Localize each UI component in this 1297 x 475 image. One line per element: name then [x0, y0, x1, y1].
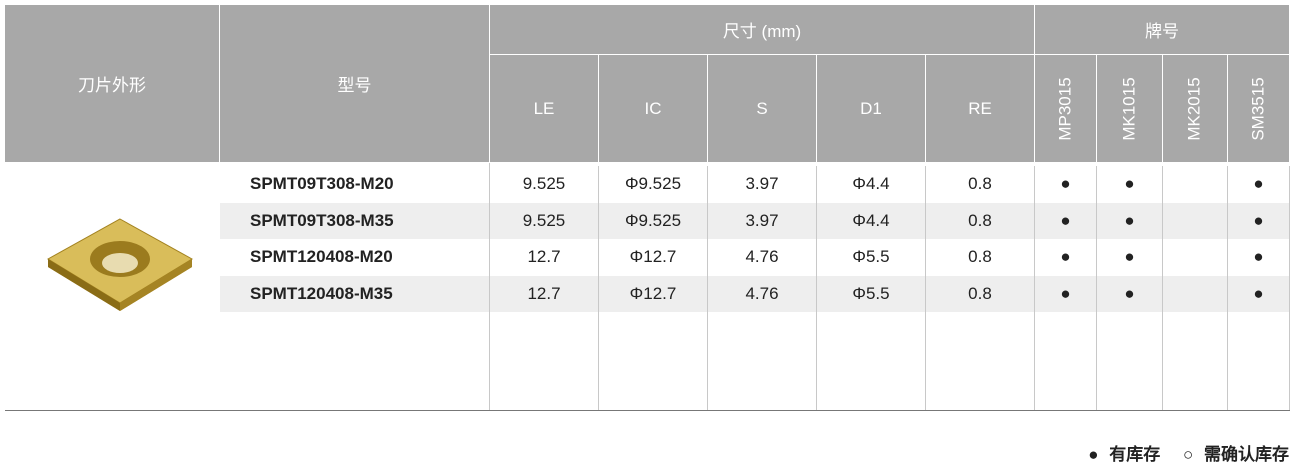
header-cell-text: MK2015 — [1184, 76, 1204, 141]
empty-cell — [708, 312, 817, 410]
header-cell-text: MP3015 — [1055, 76, 1075, 141]
empty-cell — [1097, 312, 1163, 410]
legend-mark: ● — [1088, 445, 1099, 464]
grade-cell: ● — [1228, 239, 1290, 276]
grade-cell: ● — [1035, 275, 1097, 312]
grade-cell — [1163, 166, 1228, 203]
model-cell: SPMT09T308-M35 — [220, 202, 490, 239]
insert-image — [47, 218, 193, 311]
empty-cell — [817, 312, 926, 410]
size-cell: 12.7 — [490, 239, 599, 276]
grade-cell: ● — [1035, 202, 1097, 239]
header-cell: S — [708, 55, 817, 163]
model-cell: SPMT120408-M20 — [250, 247, 393, 267]
size-cell: 4.76 — [708, 275, 817, 312]
size-cell: 0.8 — [926, 202, 1035, 239]
model-cell: SPMT120408-M35 — [220, 275, 490, 312]
model-cell: SPMT09T308-M20 — [250, 174, 394, 194]
grade-cell: ● — [1228, 275, 1290, 312]
header-cell: RE — [926, 55, 1035, 163]
legend-text: 有库存 — [1109, 445, 1161, 464]
legend-text: 需确认库存 — [1204, 445, 1289, 464]
grade-cell: ● — [1097, 166, 1163, 203]
grade-cell: ● — [1228, 166, 1290, 203]
empty-cell — [599, 312, 708, 410]
grade-cell: ● — [1228, 202, 1290, 239]
header-cell: SM3515 — [1228, 55, 1290, 163]
size-cell: 0.8 — [926, 275, 1035, 312]
grade-cell: ● — [1097, 239, 1163, 276]
size-cell: Φ9.525 — [599, 166, 708, 203]
header-cell: 型号 — [220, 5, 490, 163]
size-cell: 0.8 — [926, 239, 1035, 276]
header-cell: IC — [599, 55, 708, 163]
size-cell: 3.97 — [708, 202, 817, 239]
grade-cell: ● — [1035, 166, 1097, 203]
header-cell-text: MK1015 — [1119, 76, 1139, 141]
column-line — [489, 163, 490, 410]
header-cell: LE — [490, 55, 599, 163]
grade-cell — [1163, 202, 1228, 239]
header-cell: MP3015 — [1035, 55, 1097, 163]
size-cell: Φ12.7 — [599, 239, 708, 276]
header-cell: D1 — [817, 55, 926, 163]
size-cell: Φ9.525 — [599, 202, 708, 239]
size-cell: Φ4.4 — [817, 202, 926, 239]
size-cell: 12.7 — [490, 275, 599, 312]
legend: ● 有库存 ○ 需确认库存 — [1082, 440, 1289, 465]
size-cell: Φ4.4 — [817, 166, 926, 203]
size-cell: Φ12.7 — [599, 275, 708, 312]
size-cell: 3.97 — [708, 166, 817, 203]
header-cell-text: SM3515 — [1248, 76, 1268, 141]
size-cell: Φ5.5 — [817, 239, 926, 276]
empty-cell — [1228, 312, 1290, 410]
header-cell: MK2015 — [1163, 55, 1228, 163]
header-group: 尺寸 (mm) — [490, 5, 1035, 55]
size-cell: 9.525 — [490, 166, 599, 203]
header-cell: MK1015 — [1097, 55, 1163, 163]
empty-cell — [926, 312, 1035, 410]
empty-cell — [490, 312, 599, 410]
grade-cell: ● — [1097, 275, 1163, 312]
grade-cell: ● — [1035, 239, 1097, 276]
empty-cell — [1163, 312, 1228, 410]
size-cell: Φ5.5 — [817, 275, 926, 312]
header-group: 牌号 — [1035, 5, 1290, 55]
table-bottom-line — [5, 410, 1290, 411]
grade-cell — [1163, 275, 1228, 312]
header-cell: 刀片外形 — [5, 5, 220, 163]
size-cell: 4.76 — [708, 239, 817, 276]
grade-cell: ● — [1097, 202, 1163, 239]
empty-cell — [1035, 312, 1097, 410]
legend-mark: ○ — [1182, 445, 1194, 464]
size-cell: 0.8 — [926, 166, 1035, 203]
grade-cell — [1163, 239, 1228, 276]
size-cell: 9.525 — [490, 202, 599, 239]
